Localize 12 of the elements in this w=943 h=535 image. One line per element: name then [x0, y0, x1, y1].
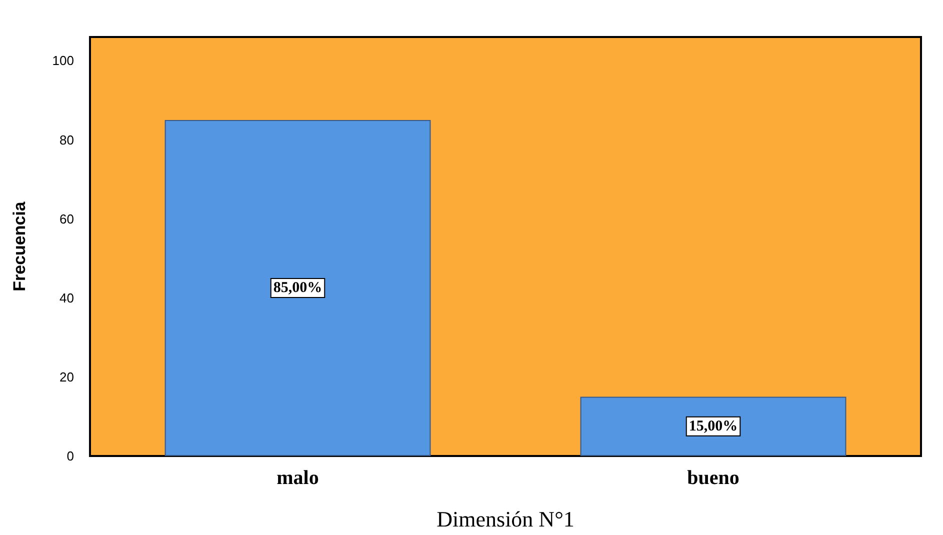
y-tick-label: 80 [60, 132, 74, 148]
y-tick-label: 100 [52, 53, 74, 68]
x-tick-label: malo [276, 467, 319, 489]
x-axis-title: Dimensión N°1 [436, 506, 574, 532]
y-tick-label: 0 [66, 448, 74, 464]
x-tick-label: bueno [687, 467, 740, 489]
y-tick-label: 40 [60, 290, 74, 306]
y-tick-label: 20 [60, 369, 74, 384]
y-tick-label: 60 [60, 211, 74, 226]
y-axis-title: Frecuencia [10, 201, 29, 292]
data-label: 85,00% [273, 280, 322, 296]
data-label: 15,00% [688, 418, 738, 434]
